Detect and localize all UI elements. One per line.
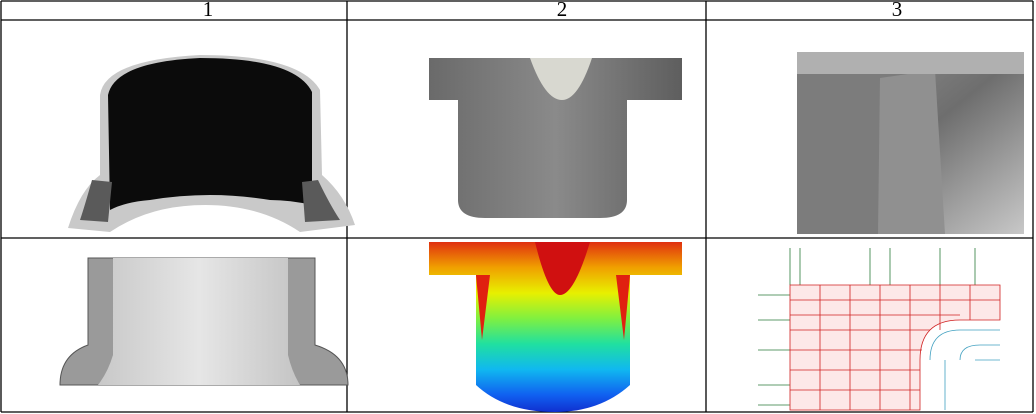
fem-contour-2 (429, 242, 682, 412)
figure-table: 1 2 3 (0, 0, 1036, 414)
fem-mesh-3 (758, 248, 1000, 410)
specimen-photo-1 (68, 55, 355, 232)
specimen-photo-3 (797, 52, 1024, 234)
specimen-photo-2 (429, 58, 682, 218)
header-cell: 1 (203, 0, 214, 21)
header-cell: 3 (892, 0, 903, 21)
page: 1 2 3 (0, 0, 1036, 414)
header-cell: 2 (557, 0, 568, 21)
fem-model-1 (60, 258, 348, 385)
